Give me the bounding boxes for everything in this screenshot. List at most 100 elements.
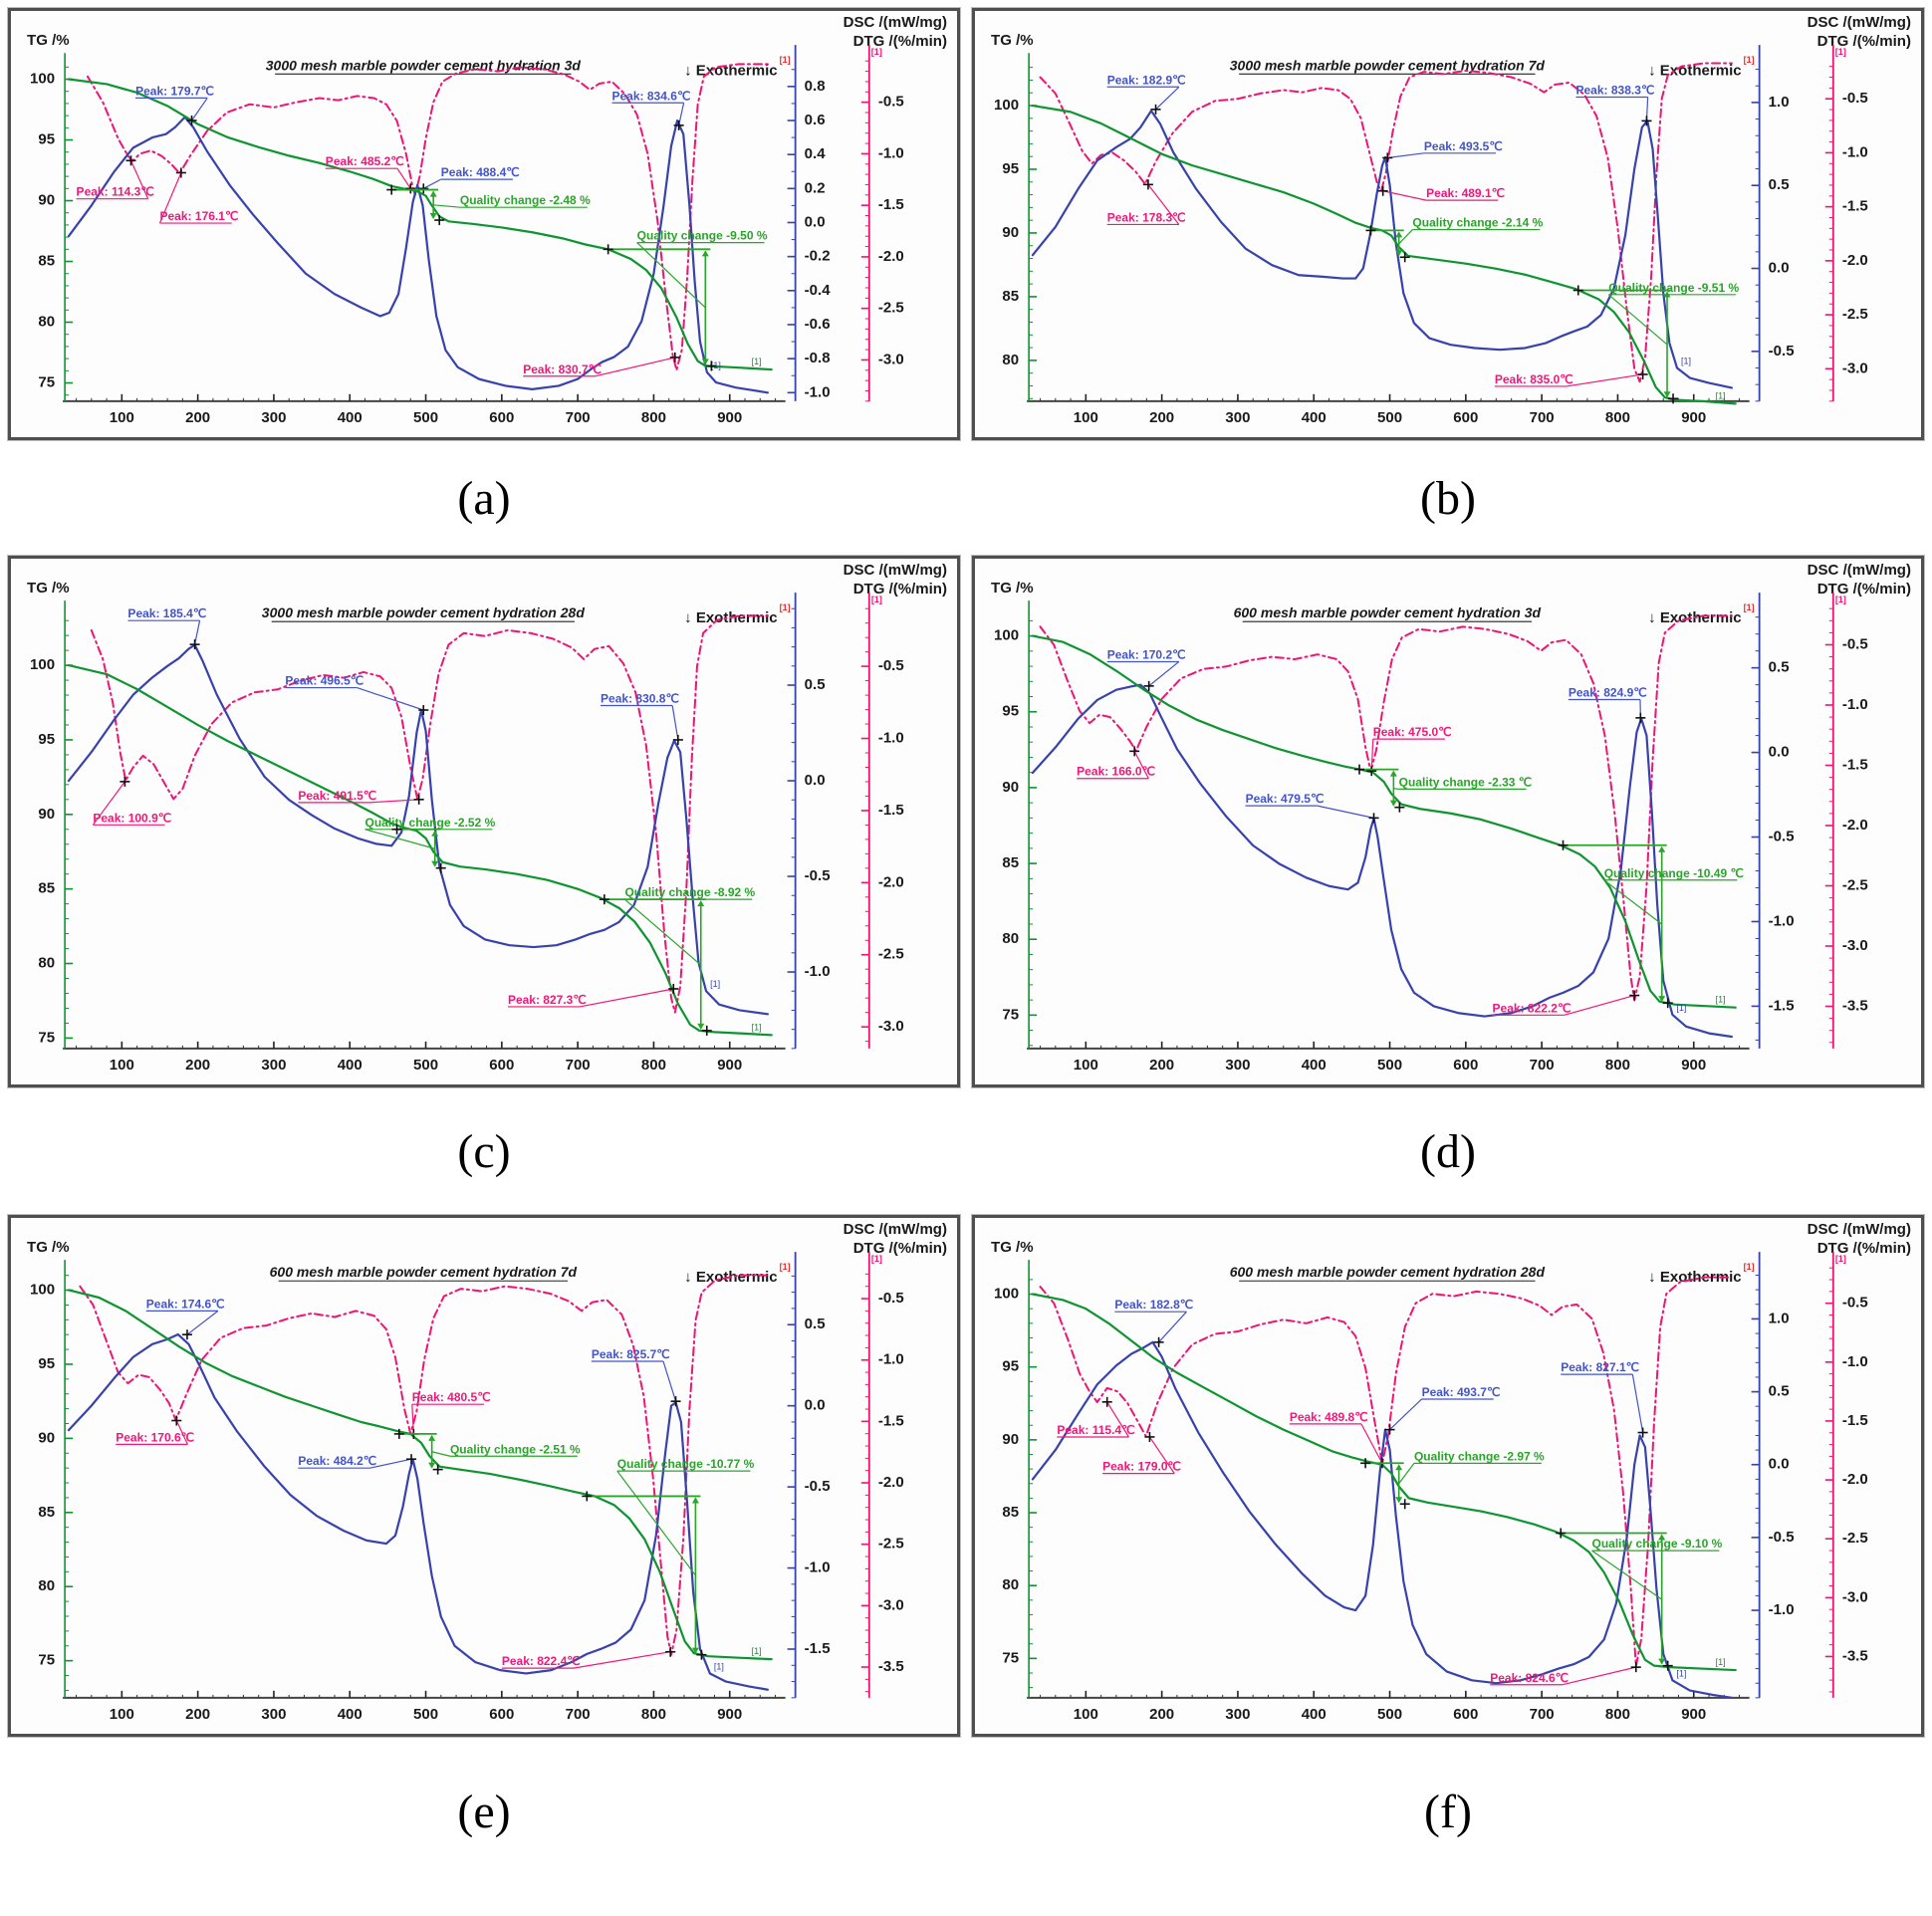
dtg-tick-label: -1.5	[1842, 198, 1868, 215]
x-tick-label: 700	[566, 1057, 591, 1074]
chart-f: TG /% DSC /(mW/mg) DTG /(%/min) 600 mesh ma…	[991, 1221, 1911, 1723]
caption-e: (e)	[457, 1785, 511, 1838]
tg-axis-title: TG /%	[27, 580, 70, 597]
tg-tick-label: 75	[1002, 1006, 1019, 1023]
tg-tick-label: 95	[38, 130, 55, 147]
tg-tick-label: 85	[38, 252, 55, 269]
tg-tick-label: 75	[38, 1029, 55, 1046]
dsc-curve	[1031, 683, 1734, 1039]
curve-ref-tag: [1]	[1676, 1003, 1686, 1013]
tg-curve	[67, 1289, 773, 1661]
dtg-tick-label: -3.0	[1842, 1588, 1868, 1605]
x-tick-label: 900	[1681, 1057, 1706, 1074]
dsc-tick-label: -1.0	[1769, 912, 1795, 929]
quality-change-annotation: Quality change -9.51 %	[1608, 281, 1739, 295]
peak-annotation: Peak: 178.3℃	[1107, 210, 1186, 224]
caption-d: (d)	[1420, 1124, 1476, 1178]
quality-change-annotation: Quality change -2.33 ℃	[1399, 775, 1533, 789]
peak-annotation: Peak: 166.0℃	[1077, 765, 1155, 779]
tg-tick-label: 90	[1002, 224, 1019, 241]
x-tick-label: 200	[185, 409, 210, 426]
dtg-tick-label: -1.5	[878, 1412, 904, 1429]
dsc-curve	[1031, 1340, 1734, 1699]
tg-tick-label: 90	[1002, 779, 1019, 796]
tg-tick-label: 100	[994, 1285, 1019, 1302]
chart-c: TG /% DSC /(mW/mg) DTG /(%/min) 3000 mesh m…	[27, 562, 947, 1074]
peak-annotation: Peak: 484.2℃	[298, 1454, 376, 1468]
dsc-tick-label: -1.0	[805, 963, 831, 980]
caption-f: (f)	[1424, 1785, 1472, 1838]
ref-marker: [1]	[1835, 1254, 1846, 1264]
chart-b: TG /% DSC /(mW/mg) DTG /(%/min) 3000 mesh m…	[991, 14, 1911, 426]
dsc-tick-label: 0.5	[1769, 659, 1790, 676]
x-tick-label: 600	[489, 1057, 514, 1074]
tg-tick-label: 80	[1002, 1576, 1019, 1593]
tg-tick-label: 100	[30, 70, 55, 87]
dsc-axis-title: DSC /(mW/mg)	[844, 14, 947, 31]
tg-tick-label: 75	[38, 1652, 55, 1669]
peak-annotation: Peak: 115.4℃	[1057, 1423, 1134, 1437]
tg-tick-label: 100	[994, 97, 1019, 114]
dsc-tick-label: 0.4	[805, 145, 827, 162]
tg-tick-label: 95	[38, 1355, 55, 1372]
x-tick-label: 100	[110, 1706, 134, 1723]
dsc-tick-label: -1.0	[805, 1559, 831, 1576]
dsc-tick-label: -1.0	[805, 383, 831, 400]
panel-c: TG /% DSC /(mW/mg) DTG /(%/min) 3000 mesh m…	[7, 555, 961, 1088]
dsc-tick-label: -1.5	[805, 1640, 831, 1657]
dsc-tick-label: 0.5	[1769, 1383, 1790, 1400]
dtg-tick-label: -0.5	[878, 94, 904, 111]
peak-annotation: Peak: 493.5℃	[1424, 139, 1503, 153]
dtg-tick-label: -3.0	[1842, 359, 1868, 376]
dtg-tick-label: -0.5	[1842, 635, 1868, 652]
dtg-curve	[1039, 62, 1733, 383]
x-tick-label: 900	[1681, 409, 1706, 426]
peak-annotation: Peak: 185.4℃	[127, 606, 206, 620]
tg-tick-label: 95	[38, 731, 55, 748]
curve-ref-tag: [1]	[752, 1022, 762, 1032]
x-tick-label: 700	[1530, 1706, 1555, 1723]
dtg-curve	[1039, 614, 1733, 1002]
tg-axis-title: TG /%	[991, 580, 1034, 597]
dsc-tick-label: -0.5	[1769, 1529, 1795, 1546]
dtg-tick-label: -2.5	[1842, 1530, 1868, 1547]
caption-c: (c)	[457, 1124, 511, 1178]
dsc-curve	[1031, 110, 1734, 389]
dtg-tick-label: -3.0	[878, 1596, 904, 1613]
dtg-tick-label: -1.0	[878, 1351, 904, 1368]
dtg-tick-label: -2.0	[878, 1474, 904, 1491]
caption-b: (b)	[1420, 471, 1476, 525]
panel-f: TG /% DSC /(mW/mg) DTG /(%/min) 600 mesh ma…	[971, 1214, 1925, 1738]
x-tick-label: 200	[1149, 1057, 1174, 1074]
x-tick-label: 200	[1149, 1706, 1174, 1723]
peak-annotation: Peak: 480.5℃	[412, 1390, 491, 1404]
dtg-axis-title: DTG /(%/min)	[853, 33, 947, 50]
dsc-tick-label: -0.5	[1769, 343, 1795, 359]
peak-annotation: Peak: 830.7℃	[523, 362, 602, 376]
peak-annotation: Peak: 182.8℃	[1114, 1298, 1193, 1312]
x-tick-label: 100	[1074, 1057, 1098, 1074]
tg-tick-label: 90	[1002, 1431, 1019, 1448]
dsc-axis-title: DSC /(mW/mg)	[844, 562, 947, 579]
dtg-tick-label: -1.5	[1842, 756, 1868, 773]
x-tick-label: 600	[1453, 409, 1478, 426]
peak-annotation: Peak: 491.5℃	[298, 789, 376, 803]
dtg-axis-title: DTG /(%/min)	[1817, 581, 1911, 598]
dsc-tick-label: 0.0	[805, 213, 826, 230]
peak-annotation: Peak: 114.3℃	[77, 185, 154, 199]
peak-annotation: Peak: 824.9℃	[1569, 686, 1647, 700]
curve-ref-tag: [1]	[1716, 995, 1726, 1005]
dsc-tick-label: 0.6	[805, 112, 826, 128]
curve-ref-tag: [1]	[714, 1661, 724, 1671]
dtg-curve	[1039, 1276, 1733, 1667]
dsc-tick-label: 0.5	[805, 676, 826, 693]
peak-annotation: Peak: 493.7℃	[1422, 1385, 1501, 1399]
peak-annotation: Peak: 825.7℃	[592, 1347, 670, 1361]
dsc-tick-label: 0.0	[1769, 744, 1790, 761]
peak-annotation: Peak: 479.5℃	[1246, 792, 1325, 806]
tg-tick-label: 80	[38, 1577, 55, 1594]
tg-tick-label: 100	[30, 1281, 55, 1298]
dsc-tick-label: 0.5	[1769, 176, 1790, 193]
tg-tick-label: 75	[38, 373, 55, 390]
